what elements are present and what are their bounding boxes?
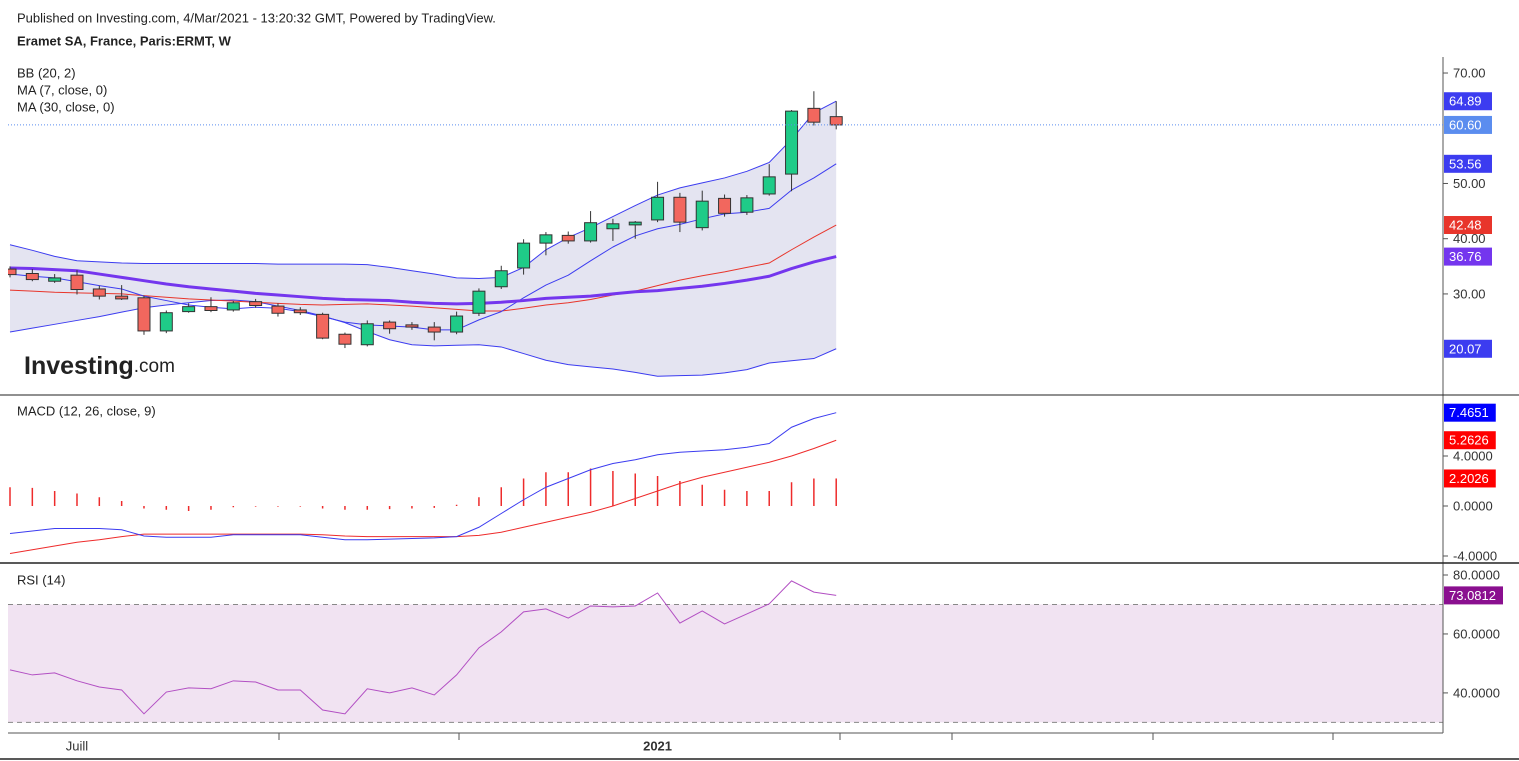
- macd-line: [9, 412, 837, 541]
- candle-body: [651, 196, 665, 221]
- time-axis-ticks: [278, 733, 1334, 740]
- y-tick-label: 70.00: [1453, 66, 1486, 81]
- legend-item: BB (20, 2): [17, 66, 76, 81]
- price-label-box: [1444, 115, 1492, 134]
- candle-body: [517, 242, 531, 269]
- candle-body: [405, 324, 419, 328]
- candle-body: [293, 309, 307, 314]
- y-tick-label: 80.0000: [1453, 567, 1500, 582]
- candle-body: [182, 306, 196, 313]
- candle-body: [762, 176, 776, 195]
- candle-body: [338, 333, 352, 345]
- price-label: 2.2026: [1449, 471, 1489, 486]
- candle-body: [383, 321, 397, 330]
- y-tick-label: 60.0000: [1453, 626, 1500, 641]
- y-tick-label: 40.0000: [1453, 685, 1500, 700]
- price-label: 7.4651: [1449, 405, 1489, 420]
- candle-body: [204, 306, 218, 311]
- rsi-band: [8, 604, 1443, 723]
- candle-body: [427, 326, 441, 333]
- candle-body: [70, 274, 84, 291]
- bb-basis: [9, 224, 837, 312]
- candle-body: [718, 197, 732, 214]
- candle-body: [450, 315, 464, 333]
- price-label: 60.60: [1449, 117, 1482, 132]
- candle-body: [740, 197, 754, 213]
- y-tick-label: 0.0000: [1453, 499, 1493, 514]
- price-label-box: [1444, 431, 1496, 450]
- candle-body: [785, 110, 799, 175]
- candle-body: [226, 302, 240, 311]
- price-label: 73.0812: [1449, 588, 1496, 603]
- logo-suffix: .com: [134, 356, 175, 377]
- legend-item: MA (30, close, 0): [17, 100, 115, 115]
- candle-body: [628, 221, 642, 226]
- candle-body: [561, 234, 575, 242]
- y-tick-label: 50.00: [1453, 176, 1486, 191]
- candle-body: [606, 223, 620, 230]
- price-label-box: [1444, 469, 1496, 488]
- price-label-box: [1444, 216, 1492, 235]
- candle-body: [494, 270, 508, 288]
- logo: Investing.com: [24, 352, 175, 380]
- moving-average: [9, 255, 837, 306]
- candle-body: [115, 295, 129, 300]
- candle-body: [539, 234, 553, 244]
- price-label-box: [1444, 339, 1492, 358]
- candle-body: [249, 301, 263, 307]
- y-tick-label: -4.0000: [1453, 549, 1497, 564]
- candle-body: [271, 305, 285, 314]
- candle-body: [159, 312, 173, 332]
- candle-body: [48, 277, 62, 282]
- legend-item: MA (7, close, 0): [17, 83, 107, 98]
- plot-area: [8, 91, 1443, 723]
- candle-body: [25, 272, 39, 281]
- candle-body: [316, 313, 330, 339]
- price-label: 5.2626: [1449, 433, 1489, 448]
- pane-title: RSI (14): [17, 573, 65, 588]
- price-label: 42.48: [1449, 218, 1482, 233]
- candle-body: [137, 297, 151, 332]
- y-tick-label: 4.0000: [1453, 449, 1493, 464]
- bb-fill: [10, 101, 837, 377]
- price-label-box: [1444, 403, 1496, 422]
- price-label: 64.89: [1449, 94, 1482, 109]
- y-tick-label: 40.00: [1453, 231, 1486, 246]
- symbol-title: Eramet SA, France, Paris:ERMT, W: [17, 34, 232, 49]
- candle-body: [472, 290, 486, 314]
- published-note: Published on Investing.com, 4/Mar/2021 -…: [17, 11, 496, 26]
- candle-body: [829, 116, 843, 126]
- candle-body: [584, 222, 598, 242]
- price-label-box: [1444, 92, 1492, 111]
- price-label-box: [1444, 247, 1492, 266]
- signal-line: [9, 439, 837, 554]
- price-label: 20.07: [1449, 341, 1482, 356]
- pane-title: MACD (12, 26, close, 9): [17, 404, 156, 419]
- bb-upper: [9, 100, 837, 279]
- candle-body: [92, 288, 106, 297]
- candle-body: [807, 107, 821, 123]
- candle-body: [360, 323, 374, 346]
- price-label-box: [1444, 586, 1503, 605]
- logo-name: Investing: [24, 352, 134, 380]
- x-tick-label: Juill: [66, 739, 89, 754]
- candle-body: [8, 268, 17, 276]
- price-label: 53.56: [1449, 156, 1482, 171]
- candle-body: [695, 200, 709, 229]
- rsi-line: [9, 580, 837, 715]
- candle-body: [673, 196, 687, 223]
- x-tick-label: 2021: [643, 739, 672, 754]
- y-tick-label: 30.00: [1453, 286, 1486, 301]
- price-label-box: [1444, 154, 1492, 173]
- price-label: 36.76: [1449, 249, 1482, 264]
